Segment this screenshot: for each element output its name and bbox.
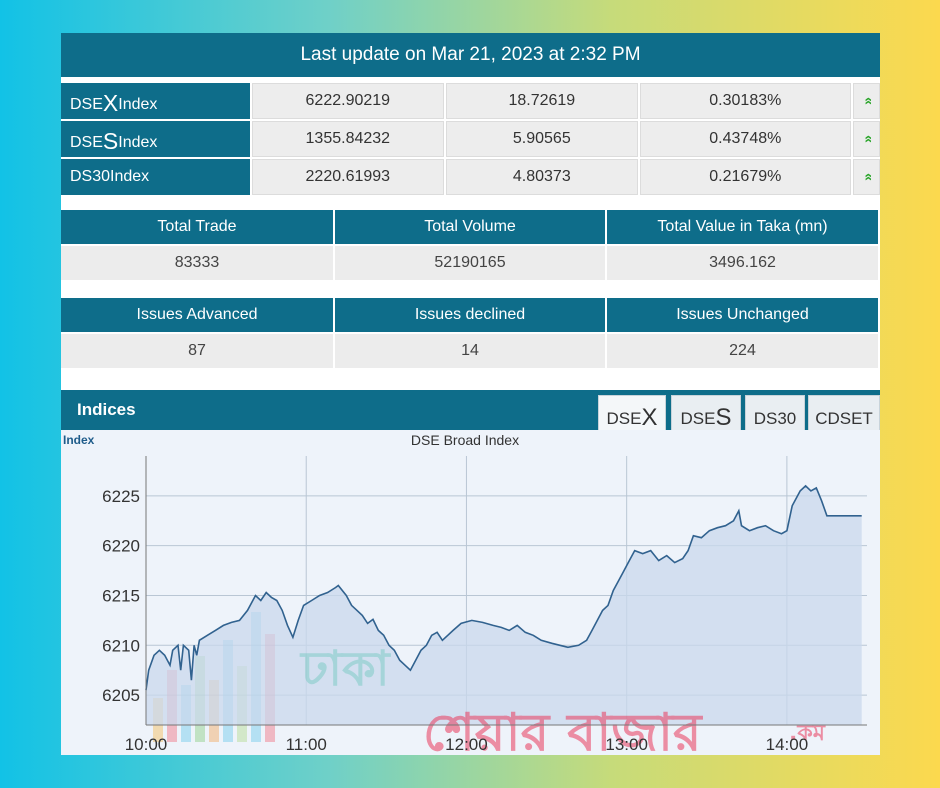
index-row-dses[interactable]: DSE S Index 1355.84232 5.90565 0.43748% »	[61, 121, 880, 157]
series-area	[146, 485, 862, 725]
index-row-ds30[interactable]: DS30 Index 2220.61993 4.80373 0.21679% »	[61, 159, 880, 195]
tab-cdset[interactable]: CDSET	[808, 395, 880, 435]
issues-declined-header: Issues declined	[335, 298, 607, 332]
indices-bar: Indices	[61, 390, 880, 430]
tab-ds30[interactable]: DS30	[745, 395, 805, 435]
up-arrow-icon: »	[853, 83, 880, 119]
index-table: DSE X Index 6222.90219 18.72619 0.30183% …	[61, 83, 880, 197]
x-tick-label: 14:00	[766, 735, 809, 754]
index-change: 5.90565	[446, 121, 638, 157]
y-tick-label: 6220	[102, 537, 140, 556]
index-name[interactable]: DS30 Index	[61, 159, 250, 195]
tab-dsex[interactable]: DSE X	[598, 395, 666, 435]
issue-stats-table: Issues Advanced Issues declined Issues U…	[61, 298, 880, 368]
y-tick-label: 6215	[102, 586, 140, 605]
chart-title: DSE Broad Index	[410, 432, 520, 448]
index-value: 1355.84232	[251, 121, 445, 157]
issues-declined-value: 14	[335, 334, 607, 368]
total-volume-value: 52190165	[335, 246, 607, 280]
issues-unchanged-value: 224	[607, 334, 880, 368]
market-summary-panel: Last update on Mar 21, 2023 at 2:32 PM D…	[61, 33, 880, 755]
tab-prefix: DSE	[606, 409, 642, 428]
issues-advanced-value: 87	[61, 334, 335, 368]
index-value: 6222.90219	[251, 83, 445, 119]
tab-letter: S	[715, 404, 732, 431]
index-prefix: DSE	[70, 134, 103, 151]
index-suffix: Index	[110, 168, 150, 185]
total-volume-header: Total Volume	[335, 210, 607, 244]
last-update-text: Last update on Mar 21, 2023 at 2:32 PM	[300, 44, 641, 65]
index-suffix: Index	[118, 134, 158, 151]
index-letter: X	[102, 90, 119, 116]
index-percent: 0.43748%	[639, 121, 852, 157]
index-change: 18.72619	[446, 83, 638, 119]
chart-ylabel: Index	[63, 433, 95, 447]
tab-prefix: DSE	[680, 409, 716, 428]
trade-stats-table: Total Trade Total Volume Total Value in …	[61, 210, 880, 280]
index-prefix: DS30	[70, 168, 111, 185]
index-percent: 0.30183%	[639, 83, 852, 119]
up-arrow-icon: »	[853, 121, 880, 157]
series-line	[145, 484, 862, 691]
x-tick-label: 12:00	[445, 735, 488, 754]
tab-prefix: CDSET	[815, 409, 873, 428]
index-chart: ঢাকা শেয়ার বাজার .কম 620562106215622062…	[102, 456, 867, 755]
tab-letter: X	[641, 404, 658, 431]
y-tick-label: 6225	[102, 487, 140, 506]
y-tick-label: 6210	[102, 636, 140, 655]
index-row-dsex[interactable]: DSE X Index 6222.90219 18.72619 0.30183% …	[61, 83, 880, 119]
index-change: 4.80373	[446, 159, 638, 195]
tab-prefix: DS30	[753, 409, 797, 428]
watermark-line2: শেয়ার বাজার	[423, 703, 704, 755]
index-name[interactable]: DSE X Index	[61, 83, 250, 119]
index-prefix: DSE	[70, 96, 103, 113]
index-letter: S	[102, 128, 119, 154]
chart-axes: 6205 6210 6215 6220 6225 10:00 11:00 12:00 13:00…	[102, 456, 867, 754]
issues-unchanged-header: Issues Unchanged	[607, 298, 880, 332]
index-suffix: Index	[118, 96, 158, 113]
index-name[interactable]: DSE S Index	[61, 121, 250, 157]
index-percent: 0.21679%	[639, 159, 852, 195]
x-tick-label: 13:00	[605, 735, 648, 754]
up-arrow-icon: »	[853, 159, 880, 195]
watermark-line1: ঢাকা	[299, 641, 392, 697]
total-trade-value: 83333	[61, 246, 335, 280]
chart-plot	[145, 484, 862, 725]
total-value-value: 3496.162	[607, 246, 880, 280]
indices-title: Indices	[77, 400, 136, 419]
tab-dses[interactable]: DSE S	[671, 395, 741, 435]
x-tick-label: 11:00	[286, 735, 327, 754]
index-value: 2220.61993	[251, 159, 445, 195]
last-update-header: Last update on Mar 21, 2023 at 2:32 PM	[61, 33, 880, 77]
total-trade-header: Total Trade	[61, 210, 335, 244]
issues-advanced-header: Issues Advanced	[61, 298, 335, 332]
total-value-header: Total Value in Taka (mn)	[607, 210, 880, 244]
x-tick-label: 10:00	[125, 735, 168, 754]
y-tick-label: 6205	[102, 686, 140, 705]
